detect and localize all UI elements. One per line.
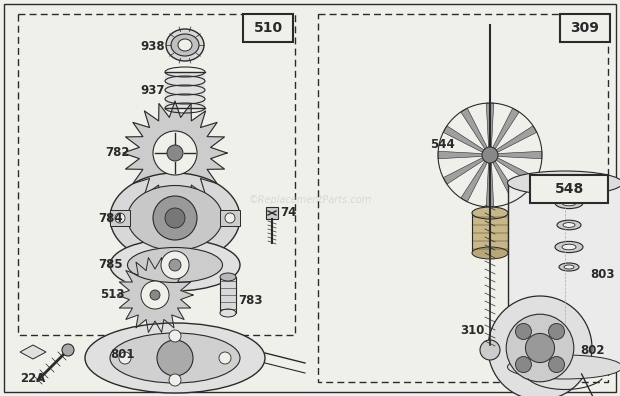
Text: 74: 74	[280, 206, 296, 219]
Polygon shape	[438, 151, 482, 159]
Circle shape	[219, 352, 231, 364]
Text: 782: 782	[105, 147, 130, 160]
Text: 937: 937	[140, 84, 164, 97]
Bar	[508, 183, 620, 368]
Text: 803: 803	[590, 268, 614, 282]
Ellipse shape	[171, 34, 199, 56]
Text: 548: 548	[554, 182, 583, 196]
Bar	[18, 14, 295, 335]
Circle shape	[161, 251, 189, 279]
Ellipse shape	[110, 333, 240, 383]
Circle shape	[525, 333, 554, 363]
Circle shape	[515, 356, 531, 373]
Circle shape	[169, 330, 181, 342]
Ellipse shape	[563, 223, 575, 227]
Circle shape	[549, 324, 565, 339]
Bar	[220, 277, 236, 313]
Ellipse shape	[220, 273, 236, 281]
Circle shape	[169, 374, 181, 386]
Circle shape	[515, 324, 531, 339]
Circle shape	[115, 213, 125, 223]
Circle shape	[225, 213, 235, 223]
Polygon shape	[443, 158, 484, 184]
Ellipse shape	[508, 171, 620, 195]
Circle shape	[482, 147, 498, 163]
Bar	[266, 207, 278, 219]
Polygon shape	[443, 126, 484, 152]
Circle shape	[169, 259, 181, 271]
Bar	[165, 72, 205, 108]
Circle shape	[506, 314, 574, 382]
Polygon shape	[493, 161, 519, 202]
Text: 544: 544	[430, 139, 454, 152]
Circle shape	[150, 290, 160, 300]
Text: 22A: 22A	[20, 371, 45, 385]
Text: 801: 801	[110, 348, 135, 362]
Circle shape	[141, 281, 169, 309]
Ellipse shape	[166, 29, 204, 61]
Circle shape	[549, 356, 565, 373]
Ellipse shape	[110, 173, 240, 263]
Circle shape	[62, 344, 74, 356]
Ellipse shape	[472, 247, 508, 259]
Circle shape	[488, 296, 592, 396]
Polygon shape	[123, 101, 227, 205]
Text: 784: 784	[98, 211, 123, 225]
Ellipse shape	[128, 248, 223, 282]
Text: 510: 510	[254, 21, 283, 35]
Ellipse shape	[110, 239, 240, 291]
Circle shape	[480, 340, 500, 360]
Polygon shape	[493, 108, 519, 149]
Circle shape	[119, 352, 131, 364]
Ellipse shape	[85, 323, 265, 393]
Polygon shape	[496, 158, 537, 184]
Ellipse shape	[564, 265, 574, 269]
Bar	[220, 210, 240, 226]
Ellipse shape	[128, 185, 223, 251]
Text: 310: 310	[460, 324, 484, 337]
Ellipse shape	[472, 207, 508, 219]
Text: 802: 802	[580, 343, 604, 356]
Text: 785: 785	[98, 259, 123, 272]
Ellipse shape	[220, 309, 236, 317]
Circle shape	[157, 340, 193, 376]
Ellipse shape	[555, 197, 583, 209]
Text: 783: 783	[238, 293, 262, 307]
Polygon shape	[117, 257, 193, 332]
Ellipse shape	[557, 220, 581, 230]
Ellipse shape	[555, 242, 583, 253]
Bar	[530, 175, 608, 290]
Bar	[530, 175, 608, 203]
Ellipse shape	[559, 263, 579, 271]
Circle shape	[153, 131, 197, 175]
Ellipse shape	[562, 244, 576, 250]
Text: 938: 938	[140, 40, 165, 53]
Ellipse shape	[562, 200, 576, 206]
Bar	[472, 213, 508, 253]
Bar	[243, 14, 293, 42]
Bar	[318, 14, 608, 382]
Bar	[110, 210, 130, 226]
Polygon shape	[20, 345, 46, 359]
Text: 513: 513	[100, 289, 125, 301]
Polygon shape	[461, 161, 487, 202]
Ellipse shape	[508, 355, 620, 379]
Polygon shape	[486, 103, 494, 147]
Circle shape	[167, 145, 183, 161]
Polygon shape	[486, 163, 494, 207]
Polygon shape	[496, 126, 537, 152]
Circle shape	[153, 196, 197, 240]
Ellipse shape	[178, 39, 192, 51]
Text: ©ReplacementParts.com: ©ReplacementParts.com	[249, 195, 371, 205]
Polygon shape	[498, 151, 542, 159]
Circle shape	[165, 208, 185, 228]
Polygon shape	[461, 108, 487, 149]
Text: 309: 309	[570, 21, 600, 35]
Bar	[560, 14, 610, 42]
